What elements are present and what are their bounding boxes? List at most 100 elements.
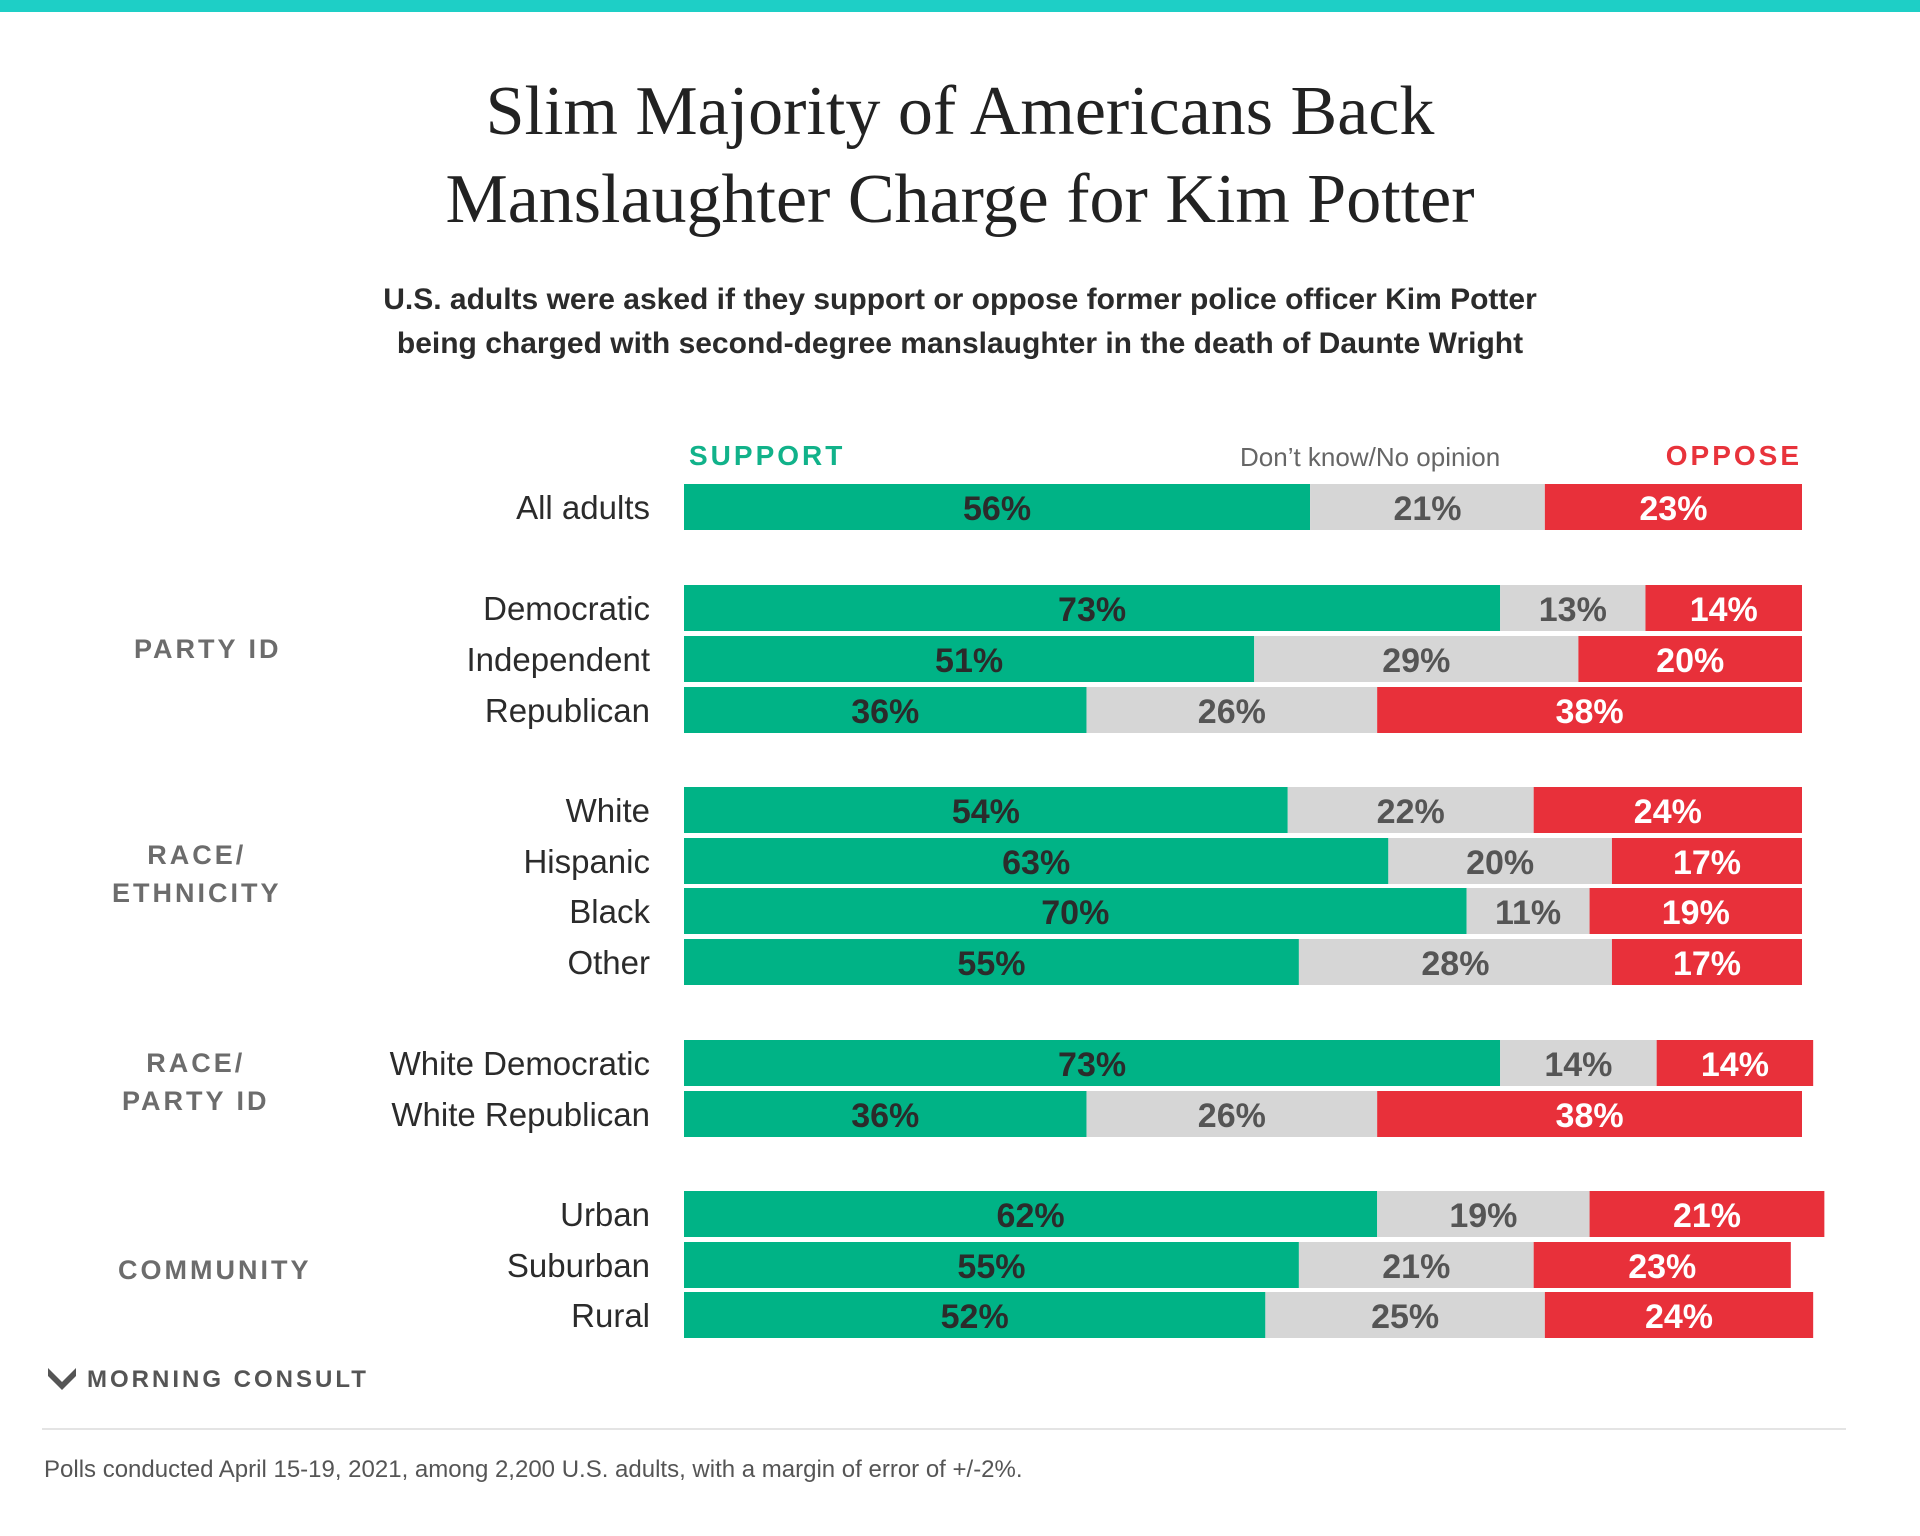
data-label: 73% (1058, 1046, 1126, 1084)
group-label-race-party-id-line-1: RACE/ (146, 1048, 246, 1078)
bar-segment (684, 585, 1501, 631)
group-label-race-ethnicity-line-1: RACE/ (147, 840, 247, 870)
group-label-race-party-id-line-2: PARTY ID (122, 1086, 270, 1116)
data-label: 21% (1673, 1197, 1741, 1235)
data-label: 38% (1556, 1097, 1624, 1135)
bar-segment (1310, 484, 1545, 530)
data-label: 73% (1058, 591, 1126, 629)
row-label: Rural (571, 1297, 650, 1334)
row-label: White Democratic (390, 1045, 650, 1082)
bar-segment (1287, 787, 1534, 833)
bar-segment (1589, 888, 1802, 934)
group-label-community-line-1: COMMUNITY (118, 1255, 312, 1285)
row-label: Independent (466, 641, 650, 678)
footer-divider (42, 1428, 1846, 1430)
top-accent-bar (0, 0, 1920, 12)
bar-segment (1377, 1191, 1590, 1237)
group-label-party-id: PARTY ID (134, 630, 282, 668)
data-label: 14% (1701, 1046, 1769, 1084)
chart-subtitle-line-1: U.S. adults were asked if they support o… (383, 283, 1537, 316)
bar-segment (684, 1191, 1378, 1237)
bar-segment (1589, 1191, 1825, 1237)
chart-title-line-2: Manslaughter Charge for Kim Potter (445, 161, 1475, 238)
data-label: 19% (1449, 1197, 1517, 1235)
bar-segment (1544, 484, 1802, 530)
chart-title: Slim Majority of Americans Back Manslaug… (0, 68, 1920, 244)
group-label-race-party-id: RACE/ PARTY ID (122, 1044, 270, 1120)
data-label: 13% (1539, 591, 1607, 629)
row-label: Other (567, 944, 650, 981)
row-label: Hispanic (523, 843, 650, 880)
bar-segment (1645, 585, 1802, 631)
data-label: 26% (1198, 1097, 1266, 1135)
group-label-race-ethnicity: RACE/ ETHNICITY (112, 836, 282, 912)
data-label: 14% (1544, 1046, 1612, 1084)
row-label: White Republican (391, 1096, 650, 1133)
data-label: 24% (1634, 793, 1702, 831)
data-label: 22% (1377, 793, 1445, 831)
bar-segment (684, 787, 1288, 833)
data-label: 36% (851, 1097, 919, 1135)
bar-segment (1254, 636, 1579, 682)
bar-segment (1466, 888, 1590, 934)
bar-segment (1611, 838, 1802, 884)
data-label: 55% (957, 1248, 1025, 1286)
row-label: Suburban (507, 1247, 650, 1284)
bar-segment (1377, 687, 1802, 733)
data-label: 19% (1662, 894, 1730, 932)
bar-segment (1298, 1242, 1534, 1288)
bar-segment (684, 939, 1299, 985)
data-label: 23% (1628, 1248, 1696, 1286)
bar-segment (1533, 787, 1802, 833)
data-label: 25% (1371, 1298, 1439, 1336)
data-label: 14% (1690, 591, 1758, 629)
bar-segment (684, 838, 1389, 884)
chart-subtitle-line-2: being charged with second-degree manslau… (396, 327, 1524, 360)
bar-segment (1500, 585, 1646, 631)
data-label: 36% (851, 693, 919, 731)
data-label: 51% (935, 642, 1003, 680)
row-label: White (566, 792, 650, 829)
data-label: 29% (1382, 642, 1450, 680)
bar-segment (1388, 838, 1612, 884)
bar-segment (1578, 636, 1802, 682)
legend-oppose: OPPOSE (1665, 440, 1802, 471)
bar-segment (1500, 1040, 1657, 1086)
bar-segment (684, 484, 1311, 530)
group-label-race-ethnicity-line-2: ETHNICITY (112, 878, 282, 908)
bar-segment (684, 1091, 1087, 1137)
data-label: 21% (1382, 1248, 1450, 1286)
data-label: 24% (1645, 1298, 1713, 1336)
bar-segment (1533, 1242, 1791, 1288)
group-label-party-id-line-1: PARTY ID (134, 634, 282, 664)
row-label: Black (569, 893, 650, 930)
data-label: 23% (1639, 490, 1707, 528)
row-label: Democratic (483, 590, 650, 627)
data-label: 26% (1198, 693, 1266, 731)
row-label: Urban (560, 1196, 650, 1233)
data-label: 55% (957, 945, 1025, 983)
data-label: 52% (941, 1298, 1009, 1336)
data-label: 63% (1002, 844, 1070, 882)
bar-segment (1611, 939, 1802, 985)
data-label: 21% (1393, 490, 1461, 528)
brand-name: MORNING CONSULT (87, 1366, 369, 1393)
bar-segment (684, 1040, 1501, 1086)
bar-segment (684, 687, 1087, 733)
bar-segment (1377, 1091, 1802, 1137)
bar-segment (684, 1242, 1299, 1288)
legend-dont-know: Don’t know/No opinion (1240, 442, 1501, 472)
data-label: 17% (1673, 945, 1741, 983)
data-label: 11% (1495, 894, 1561, 932)
bar-segment (1544, 1292, 1814, 1338)
bar-segment (1086, 687, 1378, 733)
bar-segment (1086, 1091, 1378, 1137)
data-label: 20% (1466, 844, 1534, 882)
bar-segment (1298, 939, 1612, 985)
row-label: Republican (485, 692, 650, 729)
data-label: 38% (1556, 693, 1624, 731)
legend-support: SUPPORT (689, 440, 846, 471)
data-label: 70% (1041, 894, 1109, 932)
data-label: 17% (1673, 844, 1741, 882)
